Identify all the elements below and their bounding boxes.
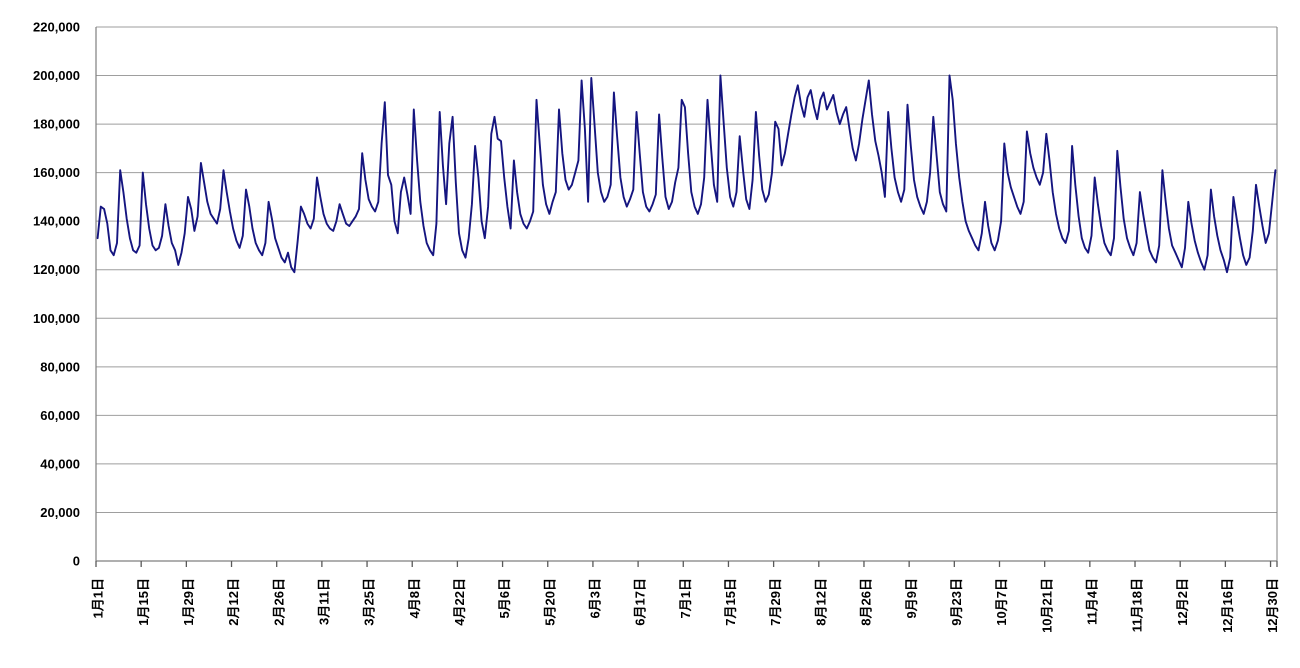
y-axis-tick-label: 180,000 bbox=[33, 117, 80, 132]
x-axis-tick-label: 9月9日 bbox=[904, 578, 919, 618]
x-axis-tick-label: 5月20日 bbox=[542, 578, 557, 626]
y-axis-tick-label: 200,000 bbox=[33, 68, 80, 83]
x-axis-tick-label: 7月29日 bbox=[768, 578, 783, 626]
x-axis-tick-label: 10月21日 bbox=[1039, 578, 1054, 633]
x-axis-tick-label: 7月15日 bbox=[723, 578, 738, 626]
x-axis-tick-label: 1月15日 bbox=[136, 578, 151, 626]
y-axis-tick-label: 140,000 bbox=[33, 214, 80, 229]
y-axis-tick-label: 60,000 bbox=[40, 408, 80, 423]
x-axis-tick-label: 3月25日 bbox=[362, 578, 377, 626]
x-axis-tick-label: 8月12日 bbox=[813, 578, 828, 626]
x-axis-tick-label: 12月30日 bbox=[1265, 578, 1280, 633]
y-axis-tick-label: 40,000 bbox=[40, 456, 80, 471]
x-axis-tick-label: 8月26日 bbox=[859, 578, 874, 626]
y-axis-tick-label: 80,000 bbox=[40, 359, 80, 374]
x-axis-tick-label: 1月29日 bbox=[181, 578, 196, 626]
x-axis-tick-label: 5月6日 bbox=[497, 578, 512, 618]
x-axis-tick-label: 4月22日 bbox=[452, 578, 467, 626]
x-axis-tick-label: 6月17日 bbox=[633, 578, 648, 626]
data-series-line bbox=[96, 74, 1277, 274]
x-axis-tick-label: 7月1日 bbox=[678, 578, 693, 618]
y-axis-tick-label: 20,000 bbox=[40, 505, 80, 520]
y-axis-tick-label: 160,000 bbox=[33, 165, 80, 180]
x-axis-tick-label: 2月12日 bbox=[226, 578, 241, 626]
x-axis-tick-label: 12月2日 bbox=[1175, 578, 1190, 626]
x-axis-tick-label: 1月1日 bbox=[91, 578, 106, 618]
x-axis-tick-label: 12月16日 bbox=[1220, 578, 1235, 633]
y-axis-tick-label: 100,000 bbox=[33, 311, 80, 326]
x-axis-tick-label: 11月18日 bbox=[1130, 578, 1145, 632]
x-axis-tick-label: 2月26日 bbox=[271, 578, 286, 626]
y-axis-tick-label: 220,000 bbox=[33, 20, 80, 35]
x-axis-tick-label: 11月4日 bbox=[1084, 578, 1099, 625]
x-axis-tick-label: 3月11日 bbox=[316, 578, 331, 625]
x-axis-tick-label: 10月7日 bbox=[994, 578, 1009, 626]
y-axis-tick-label: 0 bbox=[73, 554, 80, 569]
x-axis-tick-label: 4月8日 bbox=[407, 578, 422, 618]
x-axis-tick-label: 9月23日 bbox=[949, 578, 964, 626]
y-axis-tick-label: 120,000 bbox=[33, 262, 80, 277]
x-axis-tick-label: 6月3日 bbox=[588, 578, 603, 618]
